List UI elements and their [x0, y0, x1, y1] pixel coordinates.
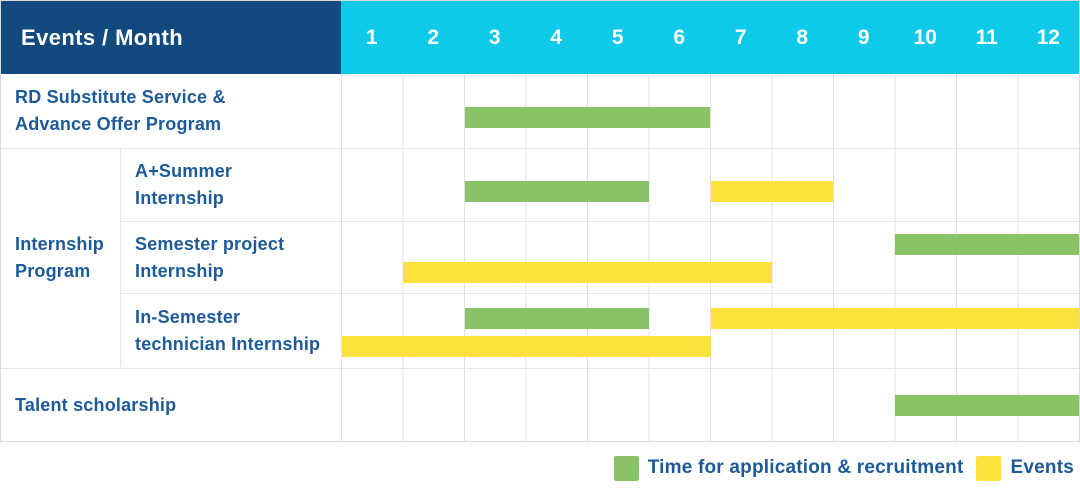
- bar-application-recruitment: [464, 106, 711, 128]
- month-header-4: 4: [550, 25, 563, 49]
- group-label-internship-program: Internship Program: [1, 149, 121, 367]
- legend-label-application-recruitment: Time for application & recruitment: [647, 457, 964, 478]
- month-header-11: 11: [975, 25, 998, 49]
- row-label-rd-substitute: RD Substitute Service & Advance Offer Pr…: [15, 87, 226, 134]
- month-header-5: 5: [611, 25, 624, 49]
- legend: Time for application & recruitment Event…: [0, 442, 1080, 494]
- legend-swatch-events: [976, 455, 1002, 481]
- row-label-a-plus-summer: A+Summer Internship: [135, 161, 233, 208]
- gantt-table: Events / Month 1 2 3 4 5 6 7 8 9 10 11 1…: [0, 0, 1080, 442]
- table-title: Events / Month: [21, 24, 184, 50]
- bar-application-recruitment: [894, 394, 1079, 416]
- month-header-6: 6: [673, 25, 686, 49]
- bar-application-recruitment: [894, 234, 1079, 255]
- month-header-1: 1: [365, 25, 378, 49]
- row-chart-area: [342, 74, 1079, 148]
- bar-application-recruitment: [464, 180, 650, 202]
- row-label-semester-project: Semester project Internship: [135, 233, 285, 281]
- row-chart-area: [342, 369, 1079, 441]
- row-chart-area: [342, 222, 1079, 293]
- table-row-a-plus-summer: A+Summer Internship: [1, 148, 1079, 221]
- events-month-header-cell: Events / Month: [1, 1, 341, 74]
- month-gridlines: [341, 74, 1079, 441]
- legend-label-events: Events: [1010, 457, 1074, 478]
- month-header-9: 9: [857, 25, 870, 49]
- bar-application-recruitment: [464, 307, 650, 329]
- table-row-semester-project: Semester project Internship: [1, 221, 1079, 293]
- month-header-3: 3: [488, 25, 501, 49]
- bar-events: [710, 180, 834, 202]
- bar-events: [403, 262, 772, 283]
- month-header-12: 12: [1036, 25, 1060, 49]
- table-body: RD Substitute Service & Advance Offer Pr…: [1, 74, 1079, 441]
- row-chart-area: [342, 294, 1079, 368]
- row-label-in-semester-technician: In-Semester technician Internship: [135, 307, 321, 354]
- month-header-10: 10: [913, 25, 937, 49]
- row-label-talent-scholarship: Talent scholarship: [15, 394, 177, 415]
- month-header-8: 8: [796, 25, 809, 49]
- table-row-rd-substitute: RD Substitute Service & Advance Offer Pr…: [1, 74, 1079, 148]
- label-chart-divider: [341, 74, 342, 441]
- legend-swatch-application-recruitment: [613, 455, 639, 481]
- month-header-2: 2: [427, 25, 440, 49]
- table-row-in-semester-technician: In-Semester technician Internship: [1, 293, 1079, 368]
- month-header-7: 7: [734, 25, 747, 49]
- month-header-strip: 1 2 3 4 5 6 7 8 9 10 11 12: [341, 1, 1079, 74]
- table-row-talent-scholarship: Talent scholarship: [1, 368, 1079, 441]
- bar-events: [342, 335, 711, 357]
- bar-events: [710, 307, 1079, 329]
- row-chart-area: [342, 149, 1079, 221]
- table-header-row: Events / Month 1 2 3 4 5 6 7 8 9 10 11 1…: [1, 1, 1079, 74]
